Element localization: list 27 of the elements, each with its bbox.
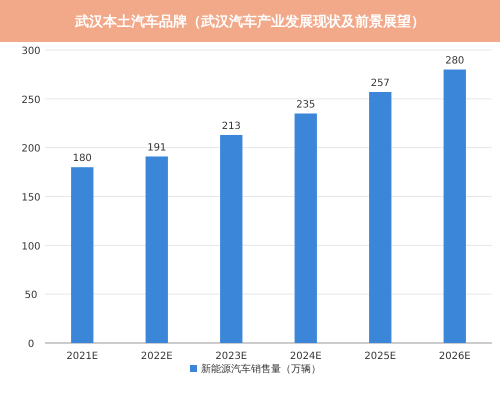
- y-tick-label: 0: [28, 339, 34, 350]
- bar: [220, 134, 242, 343]
- y-tick-label: 50: [24, 290, 38, 302]
- data-label: 235: [296, 99, 316, 110]
- bar: [71, 167, 94, 343]
- y-tick-label: 100: [21, 241, 41, 252]
- x-tick-label: 2022E: [140, 351, 173, 362]
- x-tick-label: 2026E: [438, 351, 471, 362]
- chart-title: 武汉本土汽车品牌（武汉汽车产业发展现状及前景展望）: [74, 13, 425, 30]
- data-label: 213: [222, 120, 241, 132]
- data-label: 280: [445, 56, 464, 67]
- y-tick-label: 250: [21, 94, 41, 106]
- x-tick-label: 2021E: [66, 351, 98, 362]
- data-label: 180: [72, 153, 92, 164]
- y-tick-label: 300: [21, 46, 41, 57]
- legend-label: 新能源汽车销售量（万辆）: [201, 363, 321, 375]
- bar: [369, 92, 392, 343]
- bar: [146, 156, 168, 343]
- y-tick-label: 150: [21, 192, 41, 204]
- x-tick-label: 2025E: [364, 351, 396, 362]
- x-tick-label: 2024E: [290, 351, 322, 362]
- bar: [294, 113, 317, 343]
- y-tick-label: 200: [21, 144, 41, 155]
- bar: [444, 70, 466, 343]
- x-tick-label: 2023E: [215, 351, 248, 362]
- data-label: 191: [147, 142, 166, 154]
- data-label: 257: [370, 78, 390, 89]
